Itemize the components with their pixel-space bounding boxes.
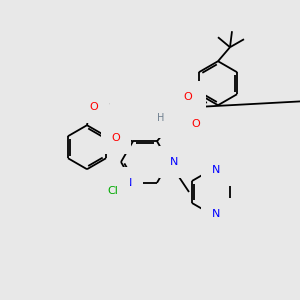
- Text: N: N: [212, 165, 220, 175]
- Text: S: S: [184, 104, 192, 118]
- Text: N: N: [170, 157, 178, 167]
- Text: N: N: [165, 117, 173, 127]
- Text: O: O: [112, 133, 120, 143]
- Text: O: O: [192, 119, 200, 129]
- Text: N: N: [124, 178, 132, 188]
- Text: O: O: [90, 102, 98, 112]
- Text: O: O: [184, 92, 192, 102]
- Text: Cl: Cl: [108, 186, 118, 196]
- Text: H: H: [157, 113, 165, 123]
- Text: N: N: [212, 209, 220, 219]
